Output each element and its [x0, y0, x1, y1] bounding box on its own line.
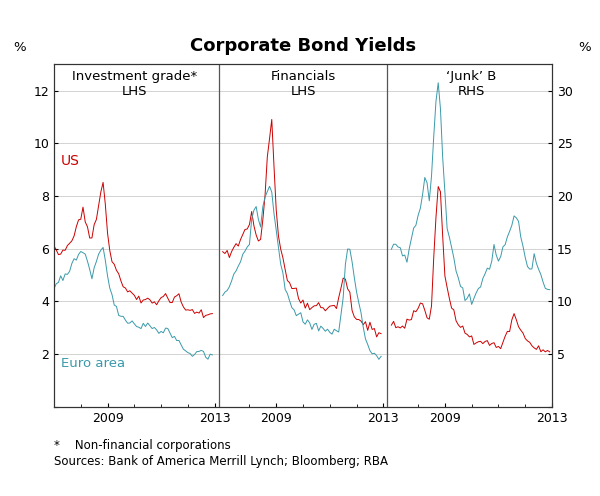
- Text: ‘Junk’ B
RHS: ‘Junk’ B RHS: [446, 70, 497, 98]
- Text: Sources: Bank of America Merrill Lynch; Bloomberg; RBA: Sources: Bank of America Merrill Lynch; …: [54, 455, 388, 468]
- Title: Corporate Bond Yields: Corporate Bond Yields: [190, 37, 416, 55]
- Text: Investment grade*
LHS: Investment grade* LHS: [71, 70, 197, 98]
- Text: Euro area: Euro area: [61, 357, 125, 370]
- Text: %: %: [578, 41, 590, 54]
- Text: Financials
LHS: Financials LHS: [271, 70, 335, 98]
- Text: *    Non-financial corporations: * Non-financial corporations: [54, 439, 231, 452]
- Text: %: %: [13, 41, 25, 54]
- Text: US: US: [61, 154, 80, 168]
